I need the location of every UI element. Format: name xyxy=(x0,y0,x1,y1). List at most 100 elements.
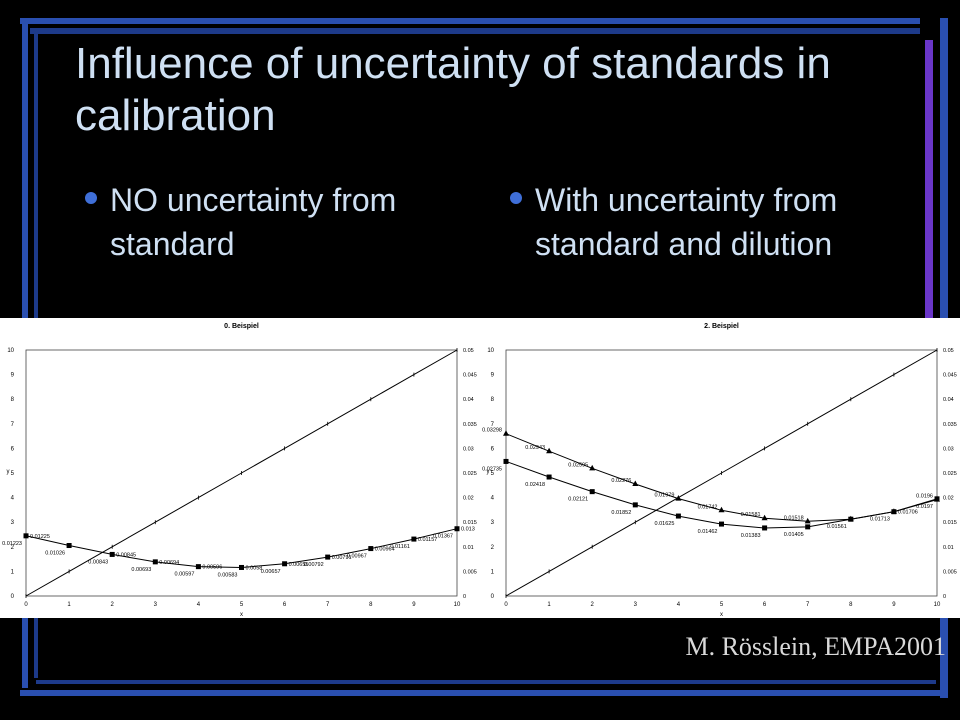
y2-tick-label: 0.035 xyxy=(943,422,957,428)
series-1-point xyxy=(282,561,288,567)
y-tick-label: 8 xyxy=(11,397,15,403)
y2-tick-label: 0.02 xyxy=(463,496,474,502)
frame-bar-left-2 xyxy=(34,28,38,328)
y2-tick-label: 0.015 xyxy=(463,520,477,526)
y-tick-label: 6 xyxy=(11,446,15,452)
y2-tick-label: 0.04 xyxy=(463,397,474,403)
series-2-data-label: 0.01383 xyxy=(741,533,761,539)
author-credit: M. Rösslein, EMPA2001 xyxy=(685,632,946,661)
bullet-no-uncertainty: NO uncertainty from standard xyxy=(85,178,470,266)
x-tick-label: 4 xyxy=(197,602,201,608)
series-1-point xyxy=(152,559,158,565)
y-tick-label: 6 xyxy=(491,446,495,452)
series-1-data-label: 0.03298 xyxy=(482,428,502,434)
x-tick-label: 9 xyxy=(412,602,416,608)
y-tick-label: 4 xyxy=(491,496,495,502)
y2-tick-label: 0.02 xyxy=(943,496,954,502)
x-tick-label: 2 xyxy=(111,602,115,608)
series-1-data-label: 0.01581 xyxy=(741,512,761,518)
series-1-data-label: 0.00843 xyxy=(88,559,108,565)
series-1-point xyxy=(109,551,115,557)
series-2-point xyxy=(719,521,724,527)
y-tick-label: 8 xyxy=(491,397,495,403)
x-tick-label: 3 xyxy=(634,602,638,608)
bullet-dot-icon xyxy=(85,192,97,204)
series-2-data-label: 0.01462 xyxy=(698,529,718,535)
series-1-data-label: 0.00693 xyxy=(131,567,151,573)
frame-bar-top-2 xyxy=(30,28,920,34)
x-axis-label: x xyxy=(720,612,723,618)
y2-tick-label: 0.005 xyxy=(943,569,957,575)
series-2-point xyxy=(805,524,811,530)
series-1-point xyxy=(546,447,553,454)
series-1-point xyxy=(325,554,331,560)
series-1-data-label: 0.00845 xyxy=(116,552,136,558)
series-1-point xyxy=(503,430,509,436)
x-tick-label: 10 xyxy=(454,602,461,608)
series-1-data-label: 0.01518 xyxy=(784,515,804,521)
x-tick-label: 5 xyxy=(720,602,724,608)
x-tick-label: 7 xyxy=(806,602,810,608)
y-tick-label: 7 xyxy=(491,422,495,428)
series-1-point xyxy=(23,533,29,539)
y-tick-label: 0 xyxy=(491,594,495,600)
y2-tick-label: 0.05 xyxy=(943,348,954,354)
chart-title: 0. Beispiel xyxy=(224,323,259,330)
series-2-data-label: 0.01625 xyxy=(655,521,675,527)
x-tick-label: 2 xyxy=(591,602,595,608)
y-tick-label: 9 xyxy=(11,373,15,379)
series-1-data-label: 0.00596 xyxy=(202,565,222,571)
frame-bar-bottom-2 xyxy=(36,680,936,684)
y2-tick-label: 0.03 xyxy=(463,446,474,452)
y2-tick-label: 0.03 xyxy=(943,446,954,452)
frame-bar-right-blue xyxy=(940,18,948,322)
series-1-point xyxy=(66,543,72,549)
y2-tick-label: 0.04 xyxy=(943,397,954,403)
series-2-point xyxy=(546,474,552,480)
bullet-with-uncertainty: With uncertainty from standard and dilut… xyxy=(510,178,865,266)
y2-tick-label: 0.01 xyxy=(943,545,954,551)
series-1-data-label: 0.01225 xyxy=(30,534,50,540)
y-tick-label: 0 xyxy=(11,594,15,600)
series-1-point xyxy=(195,564,201,570)
series-1-data-label: 0.01979 xyxy=(655,493,675,499)
frame-bar-bottom-right xyxy=(940,618,948,698)
y-tick-label: 10 xyxy=(487,348,494,354)
series-2-point xyxy=(675,513,681,519)
series-1-data-label: 0.01157 xyxy=(418,537,437,543)
frame-bar-bottom xyxy=(20,690,940,696)
chart-title: 2. Beispiel xyxy=(704,323,739,330)
series-1-point xyxy=(589,464,596,471)
series-2-data-label: 0.01561 xyxy=(827,524,847,530)
y2-tick-label: 0.015 xyxy=(943,520,957,526)
y-tick-label: 1 xyxy=(11,569,15,575)
x-tick-label: 5 xyxy=(240,602,244,608)
y-tick-label: 5 xyxy=(491,471,495,477)
series-1-point xyxy=(632,480,639,487)
y-tick-label: 4 xyxy=(11,496,15,502)
y-tick-label: 7 xyxy=(11,422,15,428)
series-1-data-label: 0.00597 xyxy=(175,572,195,578)
y2-tick-label: 0 xyxy=(463,594,466,600)
y2-tick-label: 0.025 xyxy=(463,471,477,477)
series-2-data-label: 0.01852 xyxy=(611,510,631,516)
y2-tick-label: 0.005 xyxy=(463,569,477,575)
y-tick-label: 5 xyxy=(11,471,15,477)
x-axis-label: x xyxy=(240,612,243,618)
series-2-data-label: 0.02418 xyxy=(525,482,545,488)
series-2-point xyxy=(848,516,854,522)
series-2-data-label: 0.01713 xyxy=(870,517,890,523)
frame-bar-bottom-left-2 xyxy=(34,618,38,678)
x-tick-label: 1 xyxy=(547,602,551,608)
series-1-data-label: 0.02595 xyxy=(568,462,588,468)
series-2-point xyxy=(762,525,768,531)
series-1-data-label: 0.00655 xyxy=(289,562,309,568)
slide-title: Influence of uncertainty of standards in… xyxy=(75,39,831,140)
series-1-data-label: 0.00694 xyxy=(159,560,179,566)
y-axis-label: y xyxy=(487,469,490,475)
y2-tick-label: 0.035 xyxy=(463,422,477,428)
series-1-data-label: 0.00583 xyxy=(218,572,238,578)
plot-frame xyxy=(505,349,938,597)
series-2-data-label: 0.02121 xyxy=(568,497,588,503)
bullet-with-uncertainty-text: With uncertainty from standard and dilut… xyxy=(535,182,838,262)
